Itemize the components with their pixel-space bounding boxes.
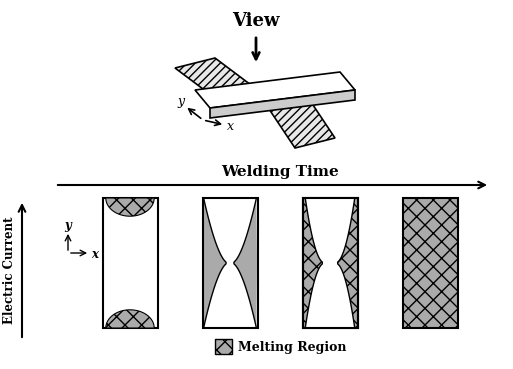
Polygon shape <box>175 58 255 98</box>
Text: y: y <box>65 220 71 232</box>
Polygon shape <box>210 90 355 118</box>
Polygon shape <box>215 339 232 354</box>
Text: Electric Current: Electric Current <box>4 216 16 324</box>
Polygon shape <box>255 78 335 148</box>
Polygon shape <box>305 198 355 328</box>
Polygon shape <box>195 72 355 108</box>
Polygon shape <box>204 198 256 328</box>
Polygon shape <box>303 198 358 328</box>
Polygon shape <box>203 198 226 328</box>
Text: Melting Region: Melting Region <box>238 341 346 355</box>
Polygon shape <box>106 310 154 328</box>
Text: x: x <box>91 248 98 262</box>
Text: Welding Time: Welding Time <box>221 165 339 179</box>
Text: x: x <box>227 120 233 132</box>
Text: y: y <box>177 96 185 108</box>
Polygon shape <box>103 198 157 328</box>
Text: View: View <box>232 12 280 30</box>
Polygon shape <box>106 198 154 216</box>
Polygon shape <box>234 198 258 328</box>
Polygon shape <box>403 198 458 328</box>
